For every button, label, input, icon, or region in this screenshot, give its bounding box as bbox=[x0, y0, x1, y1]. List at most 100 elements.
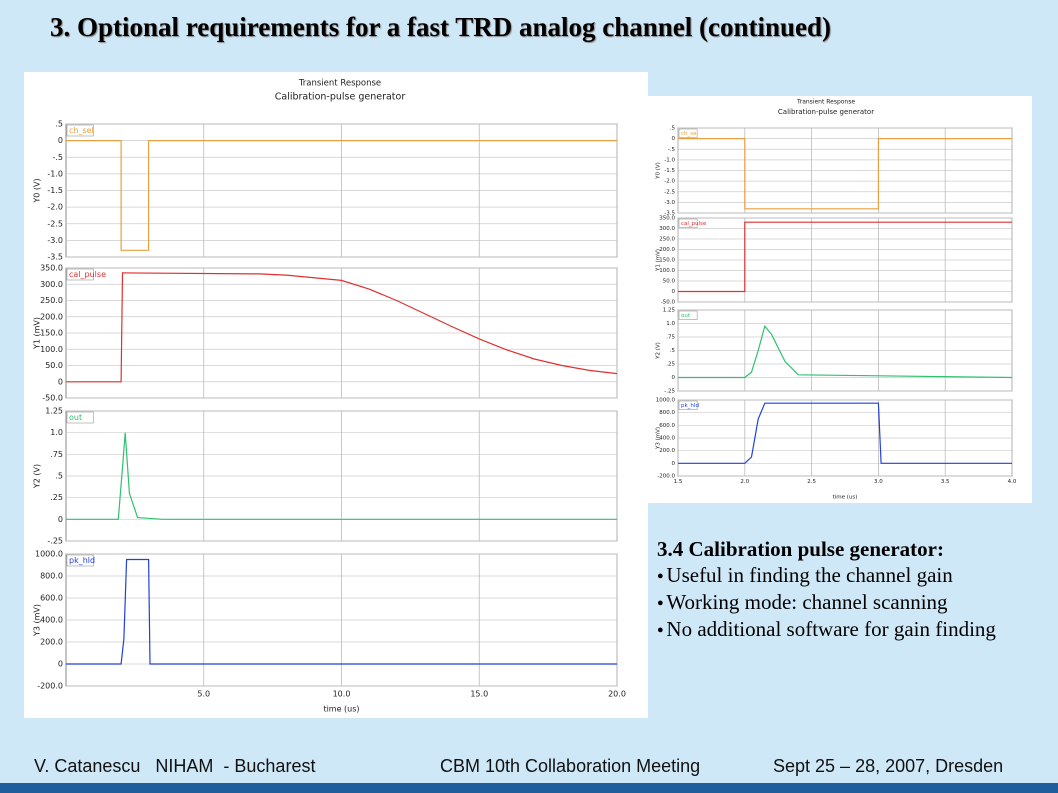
trace-name: cal_pulse bbox=[69, 270, 106, 279]
waveform bbox=[678, 138, 1012, 210]
y-tick-label: 350.0 bbox=[40, 264, 63, 273]
y-tick-label: -3.5 bbox=[47, 253, 63, 262]
y-tick-label: 1.0 bbox=[666, 321, 675, 327]
y-tick-label: -50.0 bbox=[661, 300, 676, 306]
y-tick-label: 1000.0 bbox=[656, 398, 676, 404]
footer-event: CBM 10th Collaboration Meeting bbox=[440, 756, 701, 776]
y-tick-label: -1.0 bbox=[664, 157, 675, 163]
waveform bbox=[678, 324, 1013, 379]
y-tick-label: 200.0 bbox=[659, 247, 675, 253]
y-tick-label: -.25 bbox=[47, 537, 63, 546]
trace-name: out bbox=[681, 313, 691, 319]
y-tick-label: 0 bbox=[672, 375, 676, 381]
y-tick-label: -3.0 bbox=[47, 236, 63, 245]
trace-tag bbox=[678, 400, 698, 410]
y-tick-label: .5 bbox=[55, 472, 63, 481]
y-axis-label: Y3 (mV) bbox=[656, 427, 662, 450]
x-tick-label: 5.0 bbox=[197, 690, 210, 699]
trace-tag bbox=[66, 124, 94, 137]
x-tick-label: 3.0 bbox=[874, 479, 883, 485]
y-axis-label: Y2 (V) bbox=[33, 464, 42, 489]
y-tick-label: -.25 bbox=[664, 389, 675, 395]
y-tick-label: 200.0 bbox=[659, 448, 675, 454]
x-tick-label: 4.0 bbox=[1008, 479, 1017, 485]
y-tick-label: 150.0 bbox=[659, 258, 675, 264]
y-axis-label: Y0 (V) bbox=[656, 162, 662, 180]
trace-tag bbox=[66, 411, 94, 424]
footer-bar bbox=[0, 783, 1058, 793]
y-tick-label: 800.0 bbox=[40, 572, 63, 581]
trace-tag bbox=[678, 128, 698, 138]
notes: 3.4 Calibration pulse generator: Useful … bbox=[657, 536, 1037, 643]
plot-title: Transient Response bbox=[298, 79, 381, 89]
y-tick-label: 200.0 bbox=[40, 312, 63, 321]
y-tick-label: 100.0 bbox=[40, 345, 63, 354]
trace-tag bbox=[66, 268, 94, 281]
trace-tag bbox=[678, 310, 698, 320]
y-tick-label: 50.0 bbox=[663, 279, 676, 285]
plot-subtitle: Calibration-pulse generator bbox=[778, 108, 874, 116]
trace-name: out bbox=[69, 413, 82, 422]
waveform bbox=[66, 432, 617, 520]
y-tick-label: 0 bbox=[672, 136, 676, 142]
x-tick-label: 1.5 bbox=[674, 479, 683, 485]
bullet: Useful in finding the channel gain bbox=[657, 562, 1037, 589]
y-tick-label: 200.0 bbox=[40, 638, 63, 647]
y-tick-label: 0 bbox=[672, 461, 676, 467]
y-tick-label: 400.0 bbox=[659, 436, 675, 442]
x-tick-label: 10.0 bbox=[333, 690, 351, 699]
y-tick-label: -.5 bbox=[668, 147, 676, 153]
y-tick-label: -2.5 bbox=[47, 219, 63, 228]
y-tick-label: 300.0 bbox=[40, 280, 63, 289]
y-tick-label: 0 bbox=[58, 377, 63, 386]
notes-heading: 3.4 Calibration pulse generator: bbox=[657, 537, 944, 561]
x-tick-label: 2.0 bbox=[740, 479, 749, 485]
waveform bbox=[66, 558, 617, 665]
y-tick-label: -200.0 bbox=[657, 474, 675, 480]
y-tick-label: -2.0 bbox=[47, 203, 63, 212]
y-tick-label: 1.25 bbox=[45, 407, 63, 416]
waveform bbox=[66, 272, 618, 383]
y-tick-label: 350.0 bbox=[659, 216, 675, 222]
plot-subtitle: Calibration-pulse generator bbox=[275, 92, 406, 103]
waveform bbox=[678, 221, 1012, 293]
bullet-list: Useful in finding the channel gain Worki… bbox=[657, 562, 1037, 643]
y-tick-label: -3.0 bbox=[664, 200, 675, 206]
y-tick-label: 600.0 bbox=[40, 594, 63, 603]
footer-author: V. Catanescu NIHAM - Bucharest bbox=[34, 756, 316, 776]
plot-title: Transient Response bbox=[796, 99, 855, 106]
footer-date: Sept 25 – 28, 2007, Dresden bbox=[773, 756, 1004, 776]
waveform bbox=[678, 402, 1012, 464]
y-tick-label: .25 bbox=[50, 493, 63, 502]
x-tick-label: 3.5 bbox=[941, 479, 950, 485]
y-axis-label: Y1 (mV) bbox=[33, 317, 42, 350]
y-tick-label: .25 bbox=[666, 362, 675, 368]
x-axis-label: time (us) bbox=[833, 495, 858, 501]
trace-name: pk_hld bbox=[69, 556, 95, 565]
y-tick-label: 300.0 bbox=[659, 226, 675, 232]
y-tick-label: .5 bbox=[670, 126, 676, 132]
y-tick-label: 1.0 bbox=[50, 428, 63, 437]
bullet: No additional software for gain finding bbox=[657, 616, 1037, 643]
y-tick-label: 400.0 bbox=[40, 616, 63, 625]
waveform bbox=[66, 140, 617, 251]
y-tick-label: 100.0 bbox=[659, 268, 675, 274]
y-axis-label: Y2 (V) bbox=[656, 342, 662, 360]
y-tick-label: .75 bbox=[666, 335, 675, 341]
y-tick-label: -2.0 bbox=[664, 179, 675, 185]
trace-tag bbox=[678, 218, 698, 228]
y-tick-label: -.5 bbox=[52, 153, 63, 162]
y-tick-label: -1.5 bbox=[664, 168, 675, 174]
y-tick-label: 0 bbox=[58, 515, 63, 524]
trace-name: cal_pulse bbox=[681, 221, 707, 227]
y-tick-label: -3.5 bbox=[664, 211, 675, 217]
y-axis-label: Y1 (mV) bbox=[656, 249, 662, 272]
y-tick-label: 0 bbox=[672, 289, 676, 295]
trace-tag bbox=[66, 554, 94, 567]
y-tick-label: 800.0 bbox=[659, 410, 675, 416]
y-tick-label: 50.0 bbox=[45, 361, 63, 370]
trace-name: ch_sel bbox=[681, 131, 699, 137]
y-tick-label: -2.5 bbox=[664, 189, 675, 195]
